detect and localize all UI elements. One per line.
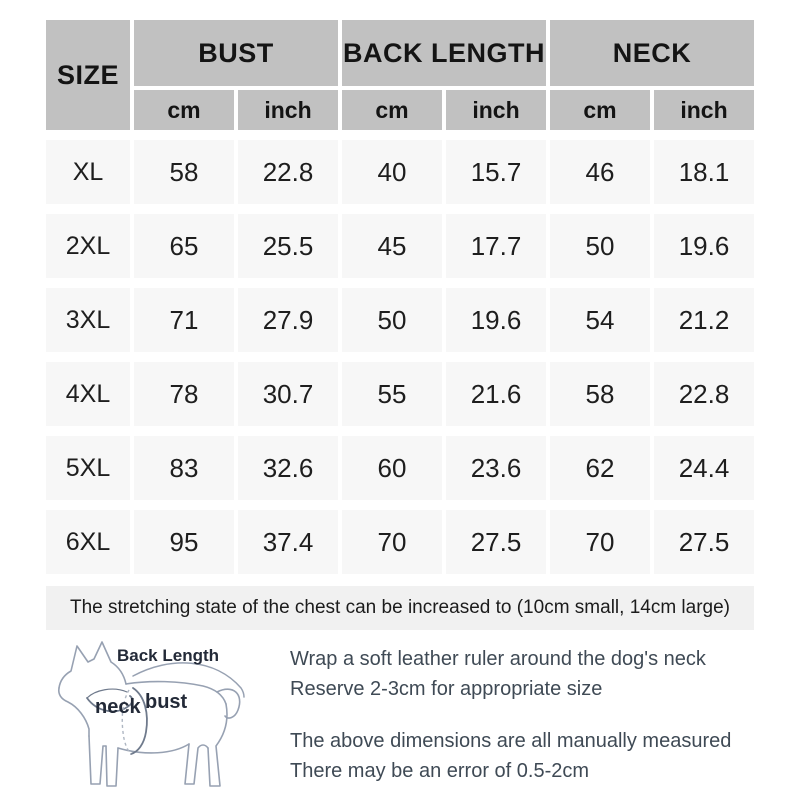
table-row: 5XL 83 32.6 60 23.6 62 24.4 — [46, 436, 754, 500]
value-cell: 27.5 — [654, 510, 754, 574]
table-row: 2XL 65 25.5 45 17.7 50 19.6 — [46, 214, 754, 278]
size-cell: 2XL — [46, 214, 130, 278]
value-cell: 21.6 — [446, 362, 546, 426]
value-cell: 19.6 — [446, 288, 546, 352]
value-cell: 15.7 — [446, 140, 546, 204]
value-cell: 32.6 — [238, 436, 338, 500]
neck-label: neck — [95, 696, 141, 718]
value-cell: 70 — [342, 510, 442, 574]
table-row: 6XL 95 37.4 70 27.5 70 27.5 — [46, 510, 754, 574]
value-cell: 58 — [550, 362, 650, 426]
bust-label: bust — [145, 691, 188, 713]
value-cell: 70 — [550, 510, 650, 574]
size-cell: 6XL — [46, 510, 130, 574]
value-cell: 27.5 — [446, 510, 546, 574]
size-cell: 3XL — [46, 288, 130, 352]
measure-instructions: Wrap a soft leather ruler around the dog… — [290, 644, 760, 786]
value-cell: 21.2 — [654, 288, 754, 352]
corner-header-size: SIZE — [46, 20, 130, 130]
value-cell: 27.9 — [238, 288, 338, 352]
instruction-line: Wrap a soft leather ruler around the dog… — [290, 648, 706, 670]
measurement-disclaimer: The above dimensions are all manually me… — [290, 726, 760, 786]
size-cell: 4XL — [46, 362, 130, 426]
value-cell: 60 — [342, 436, 442, 500]
value-cell: 37.4 — [238, 510, 338, 574]
value-cell: 58 — [134, 140, 234, 204]
stretch-note: The stretching state of the chest can be… — [46, 586, 754, 630]
value-cell: 22.8 — [654, 362, 754, 426]
size-cell: XL — [46, 140, 130, 204]
sub-header-neck-cm: cm — [550, 90, 650, 130]
group-header-bust: BUST — [134, 20, 338, 86]
instruction-line: The above dimensions are all manually me… — [290, 730, 732, 752]
neck-measure-instruction: Wrap a soft leather ruler around the dog… — [290, 644, 760, 704]
measurement-guide-section: Back Length neck bust Wrap a soft leathe… — [0, 630, 800, 800]
dog-measurement-diagram: Back Length neck bust — [45, 636, 280, 798]
value-cell: 50 — [342, 288, 442, 352]
value-cell: 83 — [134, 436, 234, 500]
value-cell: 95 — [134, 510, 234, 574]
value-cell: 40 — [342, 140, 442, 204]
value-cell: 46 — [550, 140, 650, 204]
value-cell: 45 — [342, 214, 442, 278]
size-chart-table: SIZE BUST BACK LENGTH NECK cm inch cm in… — [46, 20, 754, 630]
size-cell: 5XL — [46, 436, 130, 500]
value-cell: 65 — [134, 214, 234, 278]
value-cell: 19.6 — [654, 214, 754, 278]
sub-header-back-inch: inch — [446, 90, 546, 130]
table-row: XL 58 22.8 40 15.7 46 18.1 — [46, 140, 754, 204]
value-cell: 30.7 — [238, 362, 338, 426]
value-cell: 50 — [550, 214, 650, 278]
value-cell: 54 — [550, 288, 650, 352]
back-length-label: Back Length — [117, 646, 220, 665]
table-row: 4XL 78 30.7 55 21.6 58 22.8 — [46, 362, 754, 426]
value-cell: 71 — [134, 288, 234, 352]
value-cell: 23.6 — [446, 436, 546, 500]
dog-line-art-icon — [58, 641, 245, 787]
group-header-back-length: BACK LENGTH — [342, 20, 546, 86]
instruction-line: There may be an error of 0.5-2cm — [290, 760, 590, 782]
sub-header-bust-cm: cm — [134, 90, 234, 130]
value-cell: 25.5 — [238, 214, 338, 278]
table-row: 3XL 71 27.9 50 19.6 54 21.2 — [46, 288, 754, 352]
value-cell: 22.8 — [238, 140, 338, 204]
value-cell: 62 — [550, 436, 650, 500]
value-cell: 78 — [134, 362, 234, 426]
sub-header-back-cm: cm — [342, 90, 442, 130]
value-cell: 55 — [342, 362, 442, 426]
group-header-neck: NECK — [550, 20, 754, 86]
table-header: SIZE BUST BACK LENGTH NECK cm inch cm in… — [46, 20, 754, 130]
value-cell: 24.4 — [654, 436, 754, 500]
instruction-line: Reserve 2-3cm for appropriate size — [290, 678, 603, 700]
sub-header-neck-inch: inch — [654, 90, 754, 130]
value-cell: 17.7 — [446, 214, 546, 278]
sub-header-bust-inch: inch — [238, 90, 338, 130]
value-cell: 18.1 — [654, 140, 754, 204]
